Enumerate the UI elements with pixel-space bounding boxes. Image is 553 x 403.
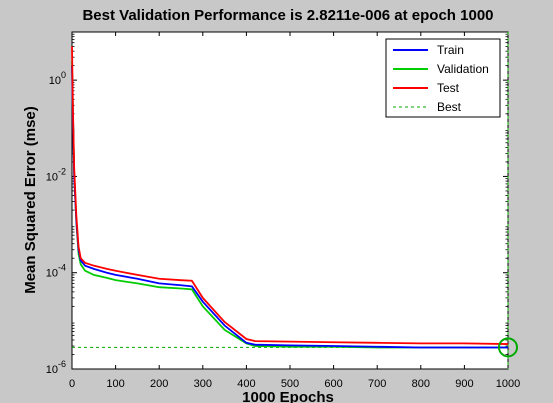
y-tick-label: 10-6 xyxy=(46,359,66,376)
best-point-marker xyxy=(498,337,518,358)
y-tick-label: 100 xyxy=(49,70,66,87)
y-tick-label: 10-4 xyxy=(46,263,66,280)
x-axis-ticks: 0 100 200 300 400 500 600 700 800 900 1000 xyxy=(69,32,520,390)
legend-label-validation: Validation xyxy=(437,62,489,76)
x-tick-label: 100 xyxy=(106,378,124,390)
y-tick-label: 10-2 xyxy=(46,166,66,183)
x-tick-label: 600 xyxy=(324,378,342,390)
legend: Train Validation Test Best xyxy=(385,38,501,118)
x-tick-label: 300 xyxy=(194,378,212,390)
y-axis-label: Mean Squared Error (mse) xyxy=(22,106,39,294)
legend-label-train: Train xyxy=(437,43,464,57)
series-lines xyxy=(71,32,509,369)
x-tick-label: 500 xyxy=(281,378,299,390)
legend-label-test: Test xyxy=(437,81,460,95)
x-tick-label: 1000 xyxy=(496,378,520,390)
x-axis-label: 1000 Epochs xyxy=(242,389,334,403)
x-tick-label: 800 xyxy=(412,378,430,390)
series-line-test xyxy=(71,46,509,345)
x-tick-label: 200 xyxy=(150,378,168,390)
x-tick-label: 0 xyxy=(69,378,75,390)
chart-title: Best Validation Performance is 2.8211e-0… xyxy=(82,7,493,24)
x-tick-label: 700 xyxy=(368,378,386,390)
x-tick-label: 900 xyxy=(455,378,473,390)
legend-box xyxy=(385,38,501,118)
x-tick-label: 400 xyxy=(237,378,255,390)
legend-label-best: Best xyxy=(437,100,462,114)
